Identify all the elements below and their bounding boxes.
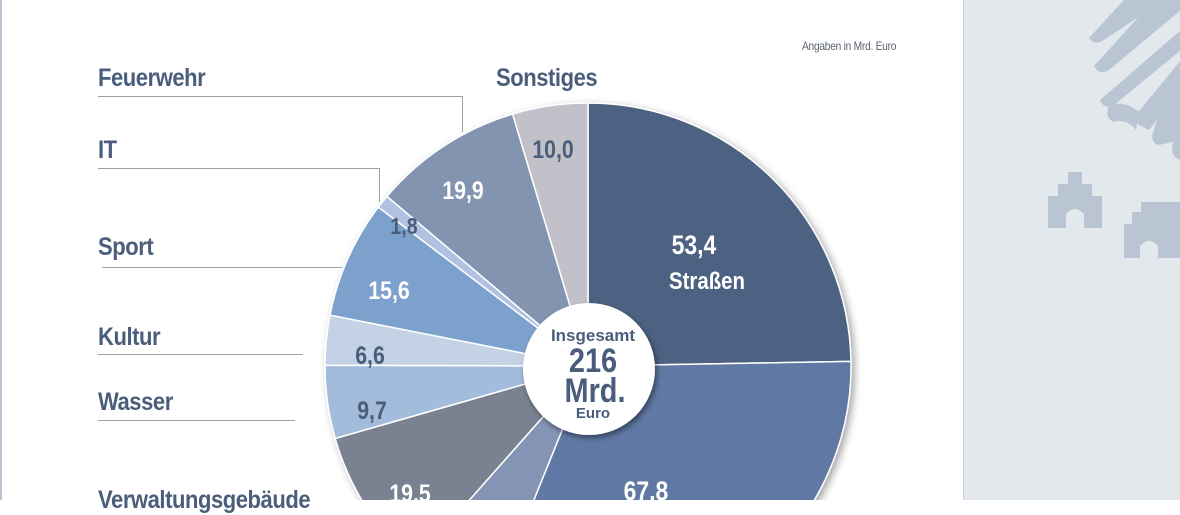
center-label-total: 216 (569, 341, 617, 380)
slice-sonstiges (511, 102, 589, 367)
value-label-it: 1,8 (390, 214, 417, 240)
label-sport: Sport (98, 233, 154, 261)
value-label-feuerwehr: 19,9 (442, 176, 483, 204)
value-label-wasser: 9,7 (357, 396, 387, 424)
label-sonstiges: Sonstiges (496, 64, 598, 92)
leader-line-it-vertical (379, 168, 380, 202)
side-panel (963, 0, 1180, 500)
value-label-strassen: 53,4 (672, 230, 717, 260)
leader-line-wasser (98, 420, 295, 421)
center-label-currency: Euro (576, 405, 610, 422)
slice-sport (329, 206, 589, 367)
eagle-emblem-icon (1048, 0, 1180, 258)
pie-chart: 53,4 67,8 19,5 9,7 6,6 15,6 1,8 19,9 10,0 Straßen… (324, 102, 852, 500)
center-label-insgesamt: Insgesamt (551, 326, 635, 345)
label-kultur: Kultur (98, 323, 161, 351)
leader-line-it (98, 168, 380, 169)
center-circle (523, 303, 655, 435)
slice-feuerwehr (385, 113, 590, 369)
leader-line-feuerwehr (98, 96, 463, 97)
label-wasser: Wasser (98, 388, 173, 416)
label-feuerwehr: Feuerwehr (98, 64, 206, 92)
leader-line-sport (102, 267, 342, 268)
slice-strassen (587, 102, 852, 367)
value-label-sonstiges: 10,0 (532, 135, 573, 163)
slice-name-strassen: Straßen (669, 267, 745, 294)
slice-verwaltungsgebaeude (334, 364, 591, 500)
value-label-sport: 15,6 (368, 276, 409, 304)
center-label-unit: Mrd. (565, 371, 626, 410)
value-label-bottom-right: 67,8 (624, 476, 669, 500)
label-it: IT (98, 136, 117, 164)
frame-border (0, 0, 2, 500)
unit-note: Angaben in Mrd. Euro (802, 39, 897, 53)
leader-line-kultur (98, 354, 303, 355)
leader-line-feuerwehr-vertical (462, 96, 463, 132)
value-label-verwaltungsgebaeude: 19,5 (389, 479, 430, 500)
value-label-kultur: 6,6 (355, 341, 385, 369)
